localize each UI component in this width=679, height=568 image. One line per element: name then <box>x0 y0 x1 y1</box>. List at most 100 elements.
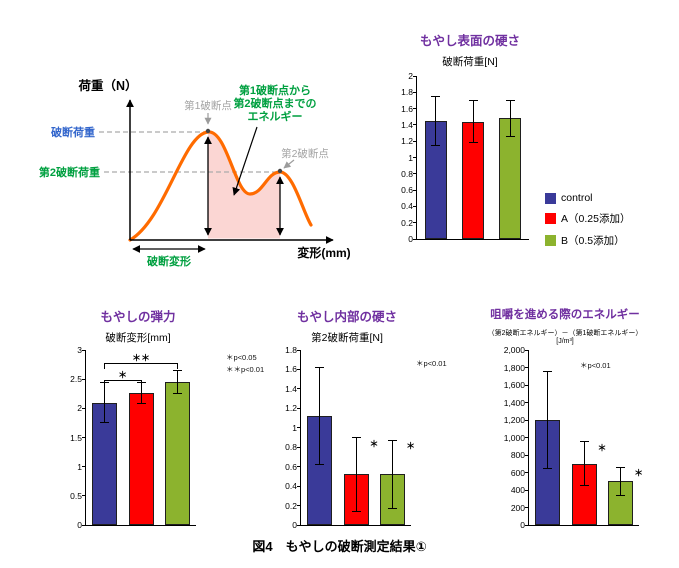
bar-a <box>128 392 154 525</box>
plot-area: 0 0.2 0.4 0.6 0.8 1 1.2 1.4 1.6 1.8 ＊ ＊ <box>285 345 415 530</box>
significance-star: ＊ <box>597 442 607 453</box>
significance-star: ＊ <box>369 438 379 449</box>
y-tick-label: 400 <box>510 485 525 495</box>
break1-point-marker <box>205 128 211 134</box>
error-bar-cap <box>579 485 589 487</box>
y-tick-label: 1,400 <box>503 397 525 408</box>
y-tick-label: 0.6 <box>401 185 413 196</box>
error-bar-cap <box>314 464 324 466</box>
y-tick-mark <box>82 524 86 526</box>
energy-area <box>208 131 280 239</box>
y-tick-mark <box>82 466 86 468</box>
annotation-arrow <box>232 126 258 196</box>
y-tick-mark <box>297 427 301 429</box>
y-tick-label: 0 <box>520 520 525 530</box>
y-tick-mark <box>525 454 529 456</box>
error-bar-cap <box>173 393 183 395</box>
y-tick-mark <box>413 124 417 126</box>
y-tick-label: 0.2 <box>401 217 413 228</box>
y-tick-label: 1 <box>408 152 413 163</box>
error-bar <box>509 100 511 137</box>
y-tick-mark <box>82 407 86 409</box>
y-tick-label: 0.6 <box>285 461 297 472</box>
y-tick-mark <box>297 368 301 370</box>
y-tick-mark <box>525 402 529 403</box>
error-bar-cap <box>431 95 441 97</box>
y-tick-mark <box>413 108 417 110</box>
y-tick-mark <box>525 349 529 351</box>
y-tick-mark <box>525 472 529 473</box>
error-bar-cap <box>616 494 626 496</box>
y-tick-label: 0 <box>77 520 82 530</box>
y-tick-label: 1 <box>77 461 82 472</box>
y-tick-mark <box>297 349 301 351</box>
y-tick-mark <box>525 367 529 368</box>
y-tick-label: 0 <box>408 234 413 244</box>
chart-axis-title: 破断変形[mm] <box>105 332 171 344</box>
chart-internal-hardness: もやし内部の硬さ 第2破断荷重[N] ＊p<0.01 0 0.2 0.4 0.6 0.8… <box>272 306 446 530</box>
legend-item-b: B（0.5添加） <box>545 233 630 248</box>
error-bar-cap <box>388 439 398 441</box>
error-bar <box>546 371 548 469</box>
load-curve <box>128 130 313 242</box>
bar-control <box>534 420 560 525</box>
diagram-x-label: 変形(mm) <box>297 245 350 260</box>
y-tick-mark <box>297 446 301 448</box>
error-bar-cap <box>616 466 626 468</box>
y-tick-mark <box>525 507 529 508</box>
y-tick-label: 2.5 <box>70 374 82 385</box>
y-tick-label: 1.6 <box>285 364 297 375</box>
y-tick-label: 0.2 <box>285 500 297 511</box>
error-bar <box>435 96 437 146</box>
y-tick-mark <box>413 222 417 224</box>
diagram-y-label: 荷重（N） <box>77 78 137 93</box>
y-tick-mark <box>297 505 301 507</box>
significance-bracket-end <box>103 362 105 369</box>
error-bar-cap <box>542 371 552 373</box>
error-bar <box>355 437 357 512</box>
y-tick-mark <box>413 91 417 93</box>
y-tick-mark <box>413 173 417 175</box>
error-bar-cap <box>351 437 361 438</box>
error-bar-cap <box>505 135 515 137</box>
y-tick-label: 1.8 <box>401 87 413 98</box>
y-tick-label: 200 <box>510 502 525 513</box>
y-tick-label: 1,600 <box>503 380 525 390</box>
bar-b <box>165 382 191 525</box>
y-tick-mark <box>525 524 529 526</box>
chart-axis-title: 第2破断荷重[N] <box>311 332 383 344</box>
y-tick-mark <box>525 489 529 491</box>
chart-title: もやし内部の硬さ <box>296 310 397 324</box>
y-tick-mark <box>82 349 86 351</box>
error-bar-cap <box>468 142 478 144</box>
error-bar-cap <box>136 402 146 404</box>
plot-area: 0 0.2 0.4 0.6 0.8 1 1.2 1.4 1.6 1.8 2 <box>401 71 529 244</box>
significance-note: ＊p<0.01 <box>416 359 447 368</box>
significance-bracket-end <box>103 380 105 387</box>
break1-label: 第1破断点 <box>184 99 232 112</box>
y-tick-mark <box>413 205 417 207</box>
y-tick-label: 0.4 <box>285 481 297 492</box>
chart-axis-title: （第2破断エネルギー）－（第1破断エネルギー）[J/m³] <box>487 330 643 345</box>
error-bar-cap <box>431 144 441 146</box>
energy-note-line1: 第1破断点から <box>239 83 311 97</box>
significance-label: ＊＊ <box>131 352 151 363</box>
legend: control A（0.25添加） B（0.5添加） <box>545 192 630 255</box>
y-tick-label: 800 <box>510 450 525 460</box>
y-tick-label: 1.5 <box>70 432 82 443</box>
y-tick-mark <box>82 437 86 438</box>
y-tick-label: 1.4 <box>401 119 413 130</box>
y-tick-mark <box>413 189 417 191</box>
energy-note-line3: エネルギー <box>248 109 303 123</box>
bar-control <box>91 402 117 525</box>
error-bar <box>392 440 394 509</box>
significance-note: ＊p<0.05 ＊＊p<0.01 <box>226 353 265 374</box>
error-bar-cap <box>314 367 324 368</box>
y-tick-label: 2 <box>408 71 413 81</box>
y-tick-label: 1.8 <box>285 345 297 355</box>
error-bar <box>620 467 622 496</box>
y-tick-mark <box>525 437 529 438</box>
y-tick-label: 1.6 <box>401 103 413 114</box>
legend-item-a: A（0.25添加） <box>545 211 630 226</box>
